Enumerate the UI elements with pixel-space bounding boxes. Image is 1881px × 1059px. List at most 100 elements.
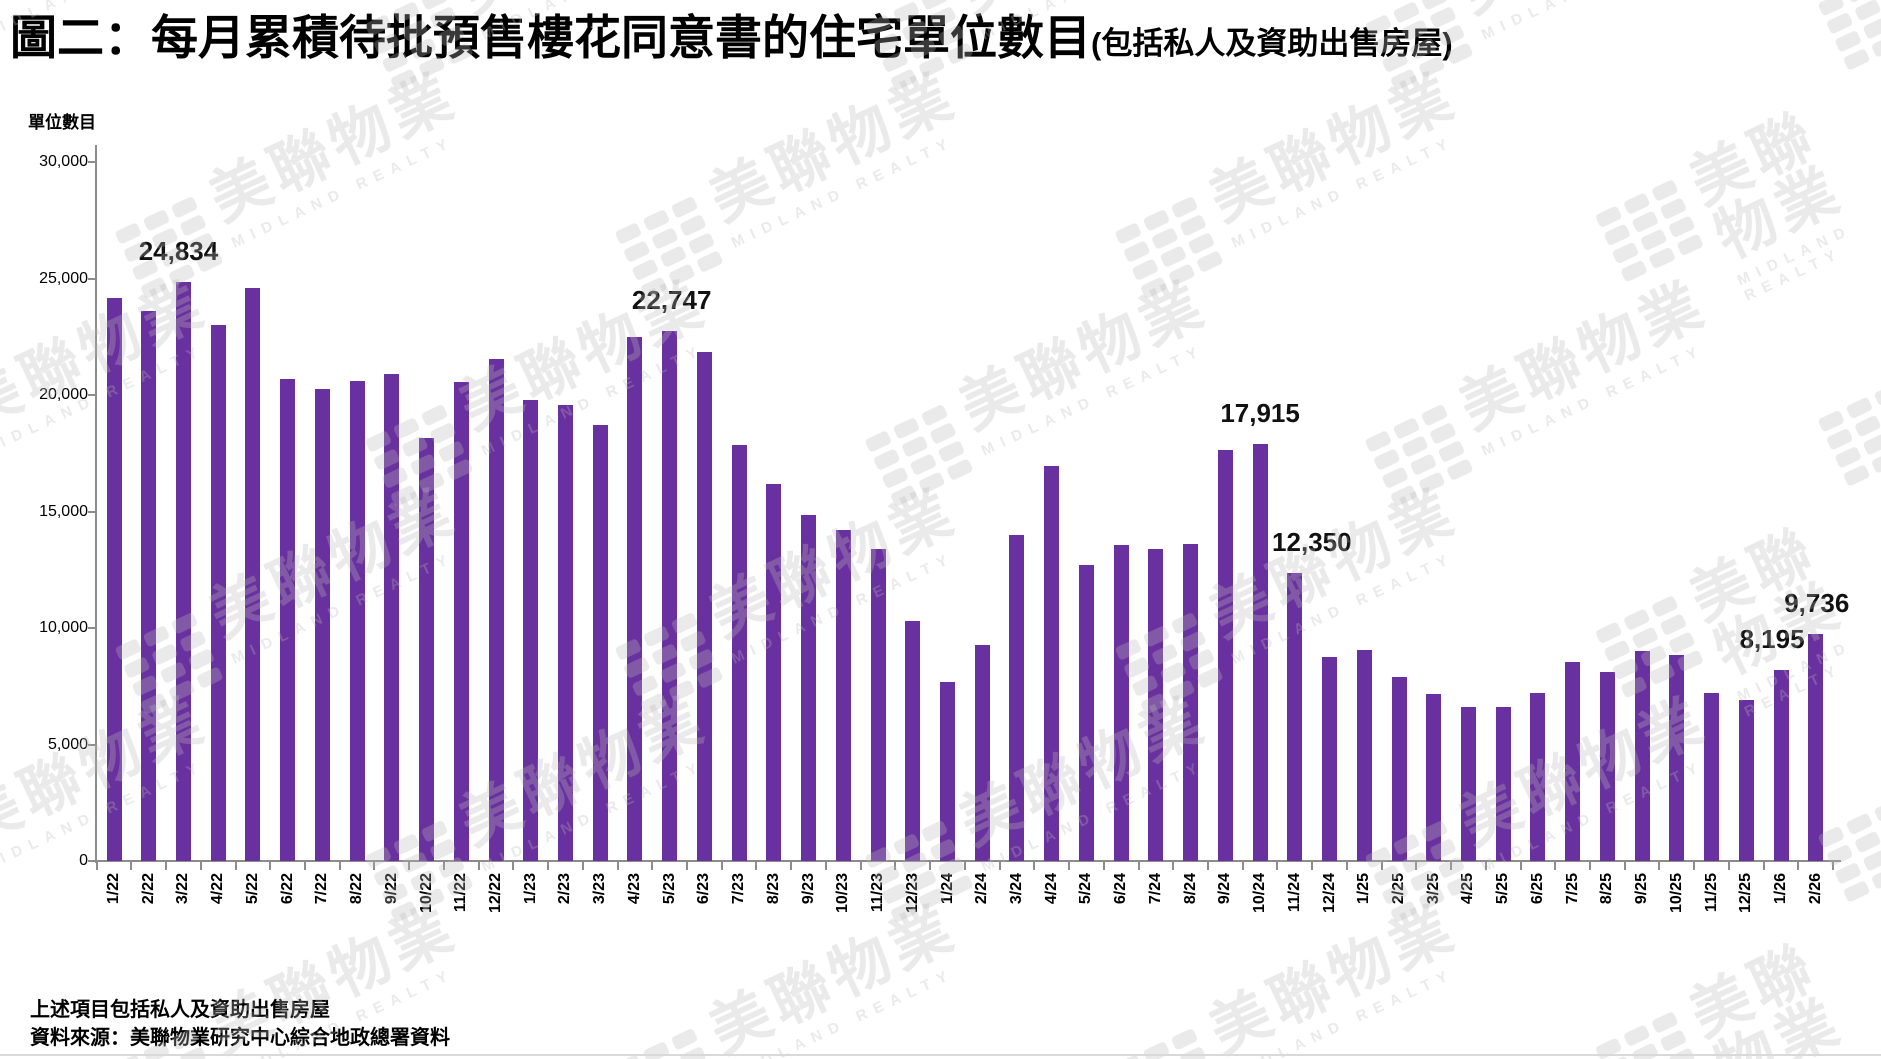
x-tick-mark (1588, 862, 1591, 870)
x-axis-label: 10/25 (1666, 873, 1688, 951)
x-tick-mark (1519, 862, 1522, 870)
x-axis-label-text: 3/24 (1007, 873, 1025, 905)
x-axis-label: 11/24 (1284, 873, 1306, 951)
y-tick-label: 10,000 (39, 619, 88, 636)
bar (1738, 700, 1754, 861)
x-tick-mark (408, 862, 411, 870)
y-tick-mark (88, 743, 95, 746)
x-tick-mark (1484, 862, 1487, 870)
x-tick-mark (1762, 862, 1765, 870)
y-tick-label: 25,000 (39, 269, 88, 287)
y-tick-mark (88, 394, 95, 396)
bar (801, 514, 817, 861)
x-axis-label-text: 3/22 (174, 873, 192, 905)
x-axis-label: 10/24 (1249, 873, 1271, 951)
x-axis-label: 11/25 (1701, 873, 1723, 951)
x-axis-label-text: 10/25 (1667, 873, 1685, 914)
bar-value-label: 17,915 (1220, 397, 1300, 428)
x-tick-mark (234, 862, 237, 870)
x-axis-label: 12/23 (902, 873, 924, 951)
x-axis-label-text: 2/26 (1806, 873, 1824, 905)
x-axis-label: 9/25 (1631, 873, 1653, 951)
x-axis-label-text: 9/25 (1633, 873, 1651, 905)
bar (662, 330, 678, 861)
x-tick-mark (1033, 862, 1036, 870)
bar (1044, 466, 1060, 861)
x-axis-label-text: 1/24 (938, 873, 956, 905)
y-axis-line (95, 145, 97, 863)
x-axis-label-text: 5/22 (243, 873, 261, 905)
bar (1669, 654, 1685, 861)
x-axis-label-text: 9/22 (382, 873, 400, 905)
bar (1565, 661, 1581, 861)
x-axis-label: 5/25 (1492, 873, 1514, 951)
x-tick-mark (651, 862, 654, 870)
bar (314, 389, 330, 861)
x-axis-label: 9/23 (798, 873, 820, 951)
x-axis-label-text: 4/25 (1459, 873, 1477, 905)
x-axis-label: 12/25 (1735, 873, 1757, 951)
x-axis-label: 1/26 (1770, 873, 1792, 951)
x-axis-label-text: 6/24 (1112, 873, 1130, 905)
x-axis-label: 12/22 (485, 873, 507, 951)
x-axis-label: 2/24 (971, 873, 993, 951)
x-tick-mark (95, 862, 98, 870)
x-axis-label: 1/25 (1353, 873, 1375, 951)
x-axis-label: 3/24 (1006, 873, 1028, 951)
bar-value-label: 22,747 (631, 284, 712, 315)
x-tick-mark (824, 862, 827, 870)
x-tick-mark (373, 862, 376, 870)
bar (1634, 651, 1650, 861)
x-tick-mark (1797, 862, 1800, 870)
y-tick-mark (88, 627, 95, 629)
x-tick-mark (1137, 862, 1140, 870)
x-axis-label: 6/22 (277, 873, 299, 951)
x-axis-label-text: 5/24 (1077, 873, 1095, 905)
bar (175, 282, 191, 861)
bar-value-label: 9,736 (1784, 588, 1850, 619)
x-axis-label-text: 12/25 (1737, 873, 1755, 914)
x-tick-mark (1311, 862, 1314, 870)
bar (731, 445, 747, 861)
x-tick-mark (894, 862, 897, 870)
bar (141, 311, 157, 861)
x-axis-label-text: 8/25 (1598, 873, 1616, 905)
x-axis-label: 4/24 (1041, 873, 1063, 951)
x-tick-mark (1693, 862, 1696, 870)
x-axis-label-text: 11/25 (1702, 873, 1720, 913)
x-axis-label-text: 6/22 (278, 873, 296, 905)
bar (1460, 707, 1476, 861)
x-axis-label: 2/23 (554, 873, 576, 951)
x-axis-label: 8/25 (1596, 873, 1618, 951)
x-axis-label: 7/22 (311, 873, 333, 951)
x-axis-label-text: 11/24 (1285, 873, 1303, 913)
x-axis-label-text: 5/25 (1494, 873, 1512, 905)
x-axis-label-text: 4/24 (1042, 873, 1060, 905)
bar (1426, 694, 1442, 861)
x-tick-mark (1450, 862, 1453, 870)
x-axis-label-text: 8/24 (1181, 873, 1199, 905)
x-axis-label-text: 2/23 (556, 873, 574, 905)
y-tick-mark (88, 860, 95, 862)
x-tick-mark (1241, 862, 1244, 870)
x-tick-mark (790, 862, 793, 870)
x-axis-label-text: 8/23 (764, 873, 782, 905)
x-axis-label-text: 8/22 (348, 873, 366, 905)
x-axis-label: 8/22 (346, 873, 368, 951)
x-axis-label: 7/23 (728, 873, 750, 951)
x-axis-label: 2/22 (138, 873, 160, 951)
x-tick-mark (1415, 862, 1418, 870)
x-axis-label-text: 4/23 (625, 873, 643, 905)
x-axis-label: 5/22 (242, 873, 264, 951)
x-axis-label-text: 5/23 (660, 873, 678, 905)
x-axis-label: 6/23 (693, 873, 715, 951)
x-tick-mark (1172, 862, 1175, 870)
x-axis-label-text: 1/23 (521, 873, 539, 905)
x-axis-label-text: 7/24 (1146, 873, 1164, 905)
bar (1217, 449, 1233, 861)
x-axis-label: 9/22 (381, 873, 403, 951)
footer-note-line2: 資料來源：美聯物業研究中心綜合地政總署資料 (30, 1027, 450, 1049)
x-tick-mark (512, 862, 515, 870)
bar (1252, 443, 1268, 861)
x-axis-label-text: 3/25 (1424, 873, 1442, 905)
